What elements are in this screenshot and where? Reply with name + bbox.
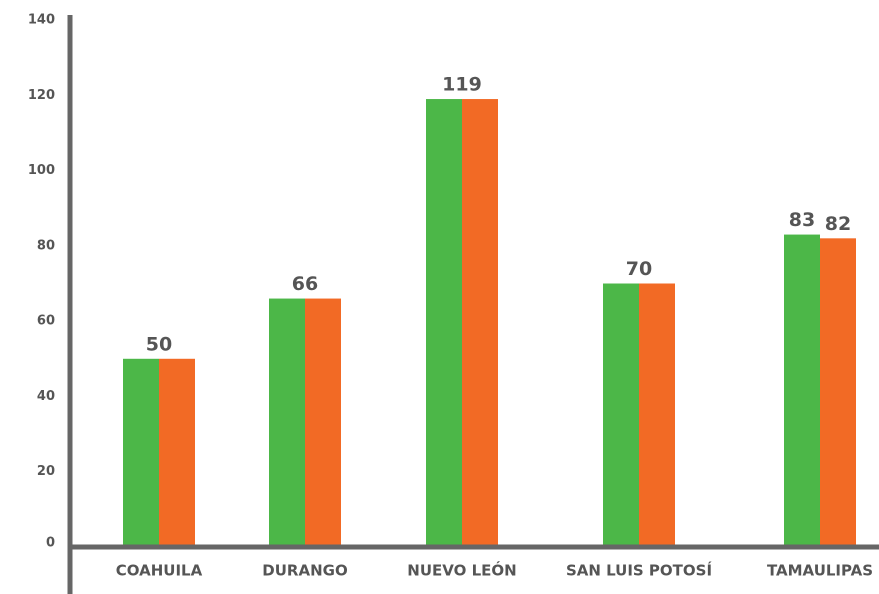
y-tick-label: 0 xyxy=(46,536,55,551)
value-label: 82 xyxy=(825,213,851,235)
x-tick-label: TAMAULIPAS xyxy=(767,562,873,580)
bar xyxy=(159,358,195,547)
x-tick-label: DURANGO xyxy=(262,562,347,580)
value-label: 119 xyxy=(442,74,482,96)
bar xyxy=(820,238,856,548)
value-label: 66 xyxy=(292,273,318,295)
y-tick-label: 80 xyxy=(37,238,55,253)
y-tick-label: 20 xyxy=(37,464,55,479)
y-tick-label: 100 xyxy=(28,163,55,178)
bar xyxy=(269,298,305,547)
bar xyxy=(603,283,639,547)
y-tick-label: 40 xyxy=(37,389,55,404)
y-tick-label: 60 xyxy=(37,314,55,329)
value-label: 83 xyxy=(789,209,815,231)
bar xyxy=(639,283,675,547)
bar xyxy=(426,99,462,548)
bar xyxy=(784,234,820,548)
y-tick-label: 140 xyxy=(28,13,55,28)
y-tick-label: 120 xyxy=(28,88,55,103)
bar xyxy=(305,298,341,547)
bar xyxy=(123,358,159,547)
value-label: 50 xyxy=(146,333,172,355)
value-label: 70 xyxy=(626,258,652,280)
x-tick-label: NUEVO LEÓN xyxy=(407,561,516,580)
x-tick-label: SAN LUIS POTOSÍ xyxy=(566,561,713,580)
bar xyxy=(462,99,498,548)
x-tick-label: COAHUILA xyxy=(116,562,203,580)
